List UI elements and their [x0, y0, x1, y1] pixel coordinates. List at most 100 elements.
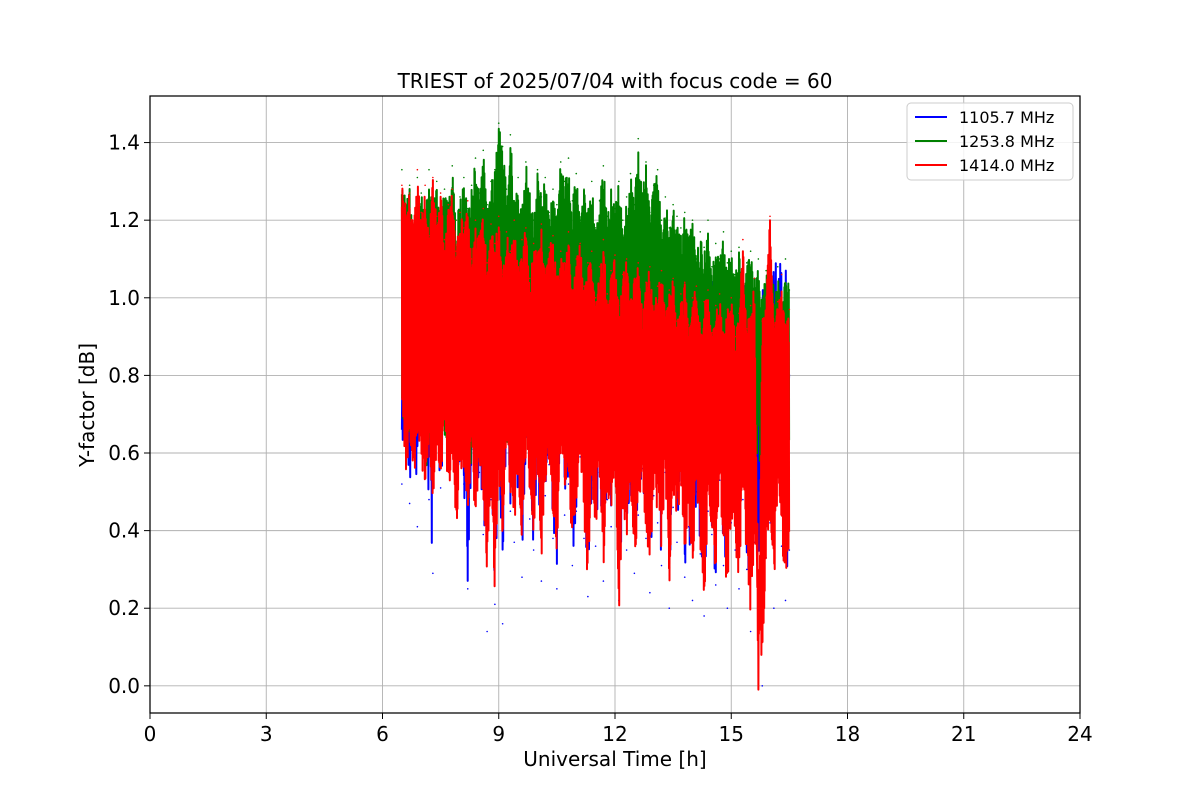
data-point — [606, 215, 609, 218]
data-point — [532, 242, 535, 245]
y-tick-label: 0.6 — [108, 441, 140, 465]
data-point — [738, 588, 740, 590]
data-point — [408, 502, 411, 505]
data-point — [633, 572, 636, 575]
data-point — [645, 161, 647, 163]
y-tick-label: 1.2 — [108, 208, 140, 232]
data-point — [536, 254, 539, 256]
data-point — [528, 518, 531, 520]
data-point — [761, 300, 764, 303]
data-point — [602, 580, 605, 582]
data-point — [753, 277, 756, 280]
data-point — [455, 219, 457, 221]
data-point — [571, 199, 574, 202]
data-point — [676, 320, 678, 322]
data-point — [575, 172, 578, 175]
data-point — [470, 258, 473, 260]
data-point — [501, 273, 504, 276]
data-point — [587, 262, 589, 264]
data-point — [420, 192, 423, 194]
data-point — [536, 168, 539, 171]
data-point — [718, 293, 721, 295]
data-point — [649, 591, 651, 594]
data-point — [428, 234, 430, 237]
data-point — [742, 498, 744, 501]
data-point — [691, 219, 694, 221]
data-point — [451, 165, 454, 167]
data-point — [707, 219, 709, 221]
data-point — [439, 487, 442, 489]
data-point — [443, 238, 446, 241]
data-point — [765, 296, 767, 299]
x-tick-label: 12 — [602, 722, 627, 746]
data-point — [513, 199, 516, 202]
data-point — [722, 564, 725, 567]
data-point — [540, 196, 543, 198]
data-point — [509, 510, 512, 513]
data-point — [765, 269, 767, 272]
data-point — [629, 172, 632, 175]
data-point — [416, 525, 419, 528]
data-point — [734, 273, 736, 276]
data-point — [474, 219, 477, 221]
data-point — [404, 203, 407, 206]
data-point — [695, 285, 698, 287]
data-point — [567, 483, 570, 485]
legend-box — [906, 102, 1074, 181]
data-point — [757, 258, 760, 260]
data-point — [563, 262, 566, 264]
data-point — [656, 522, 659, 524]
data-point — [544, 273, 547, 276]
data-point — [408, 192, 411, 194]
data-point — [645, 537, 647, 540]
data-point — [641, 308, 643, 311]
data-point — [486, 262, 488, 264]
data-point — [722, 335, 725, 338]
data-point — [757, 685, 760, 687]
data-point — [660, 564, 663, 567]
data-point — [664, 196, 667, 198]
data-point — [501, 622, 504, 625]
data-point — [459, 211, 461, 214]
data-point — [575, 258, 578, 260]
data-point — [602, 165, 605, 167]
x-tick-label: 15 — [719, 722, 744, 746]
data-point — [691, 599, 694, 602]
x-tick-label: 9 — [492, 722, 505, 746]
data-point — [548, 211, 550, 214]
data-point — [463, 227, 465, 229]
data-point — [474, 157, 477, 159]
data-point — [466, 199, 469, 202]
data-point — [614, 207, 616, 210]
data-point — [567, 157, 570, 159]
data-point — [742, 238, 744, 241]
data-point — [466, 588, 469, 590]
y-axis-label: Y-factor [dB] — [75, 343, 99, 468]
data-point — [470, 184, 473, 187]
data-point — [552, 537, 554, 540]
x-tick-label: 18 — [835, 722, 860, 746]
data-point — [540, 223, 543, 225]
data-point — [621, 273, 624, 276]
x-tick-label: 6 — [376, 722, 389, 746]
chart-title: TRIEST of 2025/07/04 with focus code = 6… — [397, 69, 833, 93]
data-point — [745, 262, 748, 264]
data-point — [610, 269, 612, 272]
data-point — [780, 273, 783, 276]
data-point — [672, 277, 674, 280]
data-point — [482, 533, 485, 536]
data-point — [583, 188, 585, 190]
data-point — [482, 207, 485, 210]
data-point — [776, 300, 779, 303]
data-point — [668, 607, 671, 610]
data-point — [749, 304, 752, 307]
y-axis: 0.0 0.2 0.4 0.6 0.8 1.0 1.2 1.4 — [108, 131, 150, 698]
y-tick-label: 1.0 — [108, 286, 140, 310]
data-point — [656, 168, 659, 171]
legend-label: 1105.7 MHz — [959, 108, 1054, 127]
data-point — [435, 215, 438, 218]
data-point — [749, 250, 752, 253]
data-point — [606, 293, 609, 295]
data-point — [517, 265, 519, 268]
data-point — [459, 196, 461, 198]
